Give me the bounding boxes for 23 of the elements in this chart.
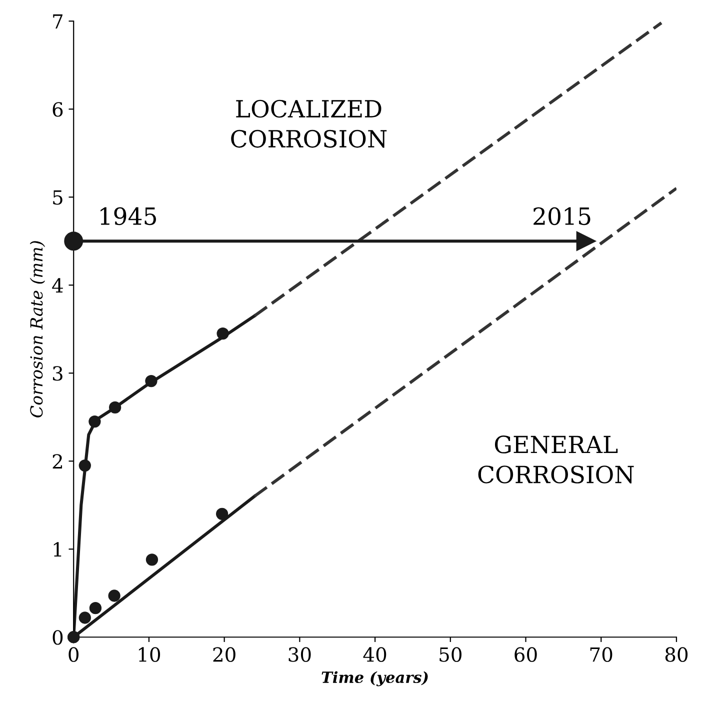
annotation: 2015: [534, 207, 590, 226]
x-tick-label: 60: [514, 647, 537, 662]
y-tick-label: 0: [52, 630, 63, 645]
x-tick-label: 80: [665, 647, 688, 662]
y-tick-label: 1: [54, 542, 62, 557]
y-tick-label: 6: [52, 102, 63, 117]
x-tick-label: 30: [288, 647, 311, 662]
x-axis-title: Time (years): [322, 671, 428, 686]
annotation: GENERAL CORROSION: [478, 436, 634, 484]
x-tick-label: 70: [590, 647, 612, 662]
y-tick-label: 2: [52, 454, 62, 469]
y-tick-label: 3: [52, 366, 62, 381]
annotation: 1945: [100, 207, 156, 226]
x-tick-label: 20: [213, 647, 236, 662]
annotation: LOCALIZED CORROSION: [231, 100, 387, 148]
y-tick-label: 7: [53, 14, 62, 29]
y-tick-label: 4: [52, 278, 63, 293]
y-axis-title: Corrosion Rate (mm): [30, 241, 46, 418]
x-tick-label: 10: [138, 647, 160, 662]
x-tick-label: 0: [68, 647, 78, 662]
x-tick-label: 40: [363, 647, 386, 662]
y-tick-label: 5: [53, 190, 62, 205]
x-tick-label: 50: [440, 647, 462, 662]
